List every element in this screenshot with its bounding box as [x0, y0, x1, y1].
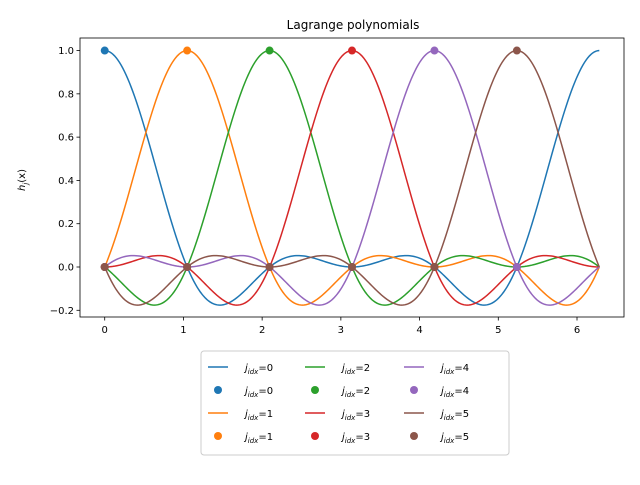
series-point-5-5	[512, 46, 521, 55]
x-tick-label: 2	[259, 325, 265, 336]
x-tick-label: 0	[102, 325, 108, 336]
legend-label: jidx=0	[243, 363, 273, 376]
y-axis-label-sub: j	[22, 183, 30, 186]
legend-label: jidx=5	[439, 432, 469, 445]
legend-marker-swatch	[214, 386, 222, 394]
chart-title: Lagrange polynomials	[287, 18, 420, 32]
y-tick-label: 0.2	[58, 219, 74, 230]
x-tick-label: 5	[495, 325, 501, 336]
legend-marker-swatch	[311, 386, 319, 394]
legend-label: jidx=0	[243, 386, 273, 399]
x-tick-label: 4	[416, 325, 422, 336]
y-axis-label-main: h	[17, 185, 28, 191]
series-point-4-4	[430, 46, 439, 55]
y-tick-label: −0.2	[50, 306, 74, 317]
y-axis-label: hj(x)	[17, 169, 30, 191]
legend-label: jidx=4	[439, 386, 469, 399]
legend-label: jidx=1	[243, 432, 273, 445]
y-tick-label: 0.4	[58, 176, 74, 187]
legend-marker-swatch	[311, 432, 319, 440]
series-point-5-1	[183, 263, 192, 272]
legend: jidx=0 jidx=0 jidx=1 jidx=1 jidx=2 jidx=2 jidx…	[200, 350, 510, 456]
legend-box	[200, 350, 510, 456]
y-tick-label: 1.0	[58, 46, 74, 57]
series-point-1-1	[183, 46, 192, 55]
series-point-5-4	[430, 263, 439, 272]
series-point-3-3	[348, 46, 357, 55]
legend-label: jidx=5	[439, 409, 469, 422]
series-point-5-2	[265, 263, 274, 272]
legend-marker-swatch	[410, 432, 418, 440]
legend-label: jidx=4	[439, 363, 469, 376]
legend-label: jidx=1	[243, 409, 273, 422]
legend-label: jidx=3	[340, 432, 370, 445]
series-point-2-2	[265, 46, 274, 55]
legend-marker-swatch	[410, 386, 418, 394]
y-axis-label-tail: (x)	[17, 169, 28, 183]
y-tick-label: 0.6	[58, 133, 74, 144]
series-point-0-0	[100, 46, 109, 55]
legend-marker-swatch	[214, 432, 222, 440]
y-tick-label: 0.8	[58, 89, 74, 100]
series-point-5-0	[100, 263, 109, 272]
plot-area	[100, 46, 600, 306]
series-point-5-3	[348, 263, 357, 272]
series-point-4-5	[512, 263, 521, 272]
legend-label: jidx=2	[340, 363, 370, 376]
x-tick-label: 1	[180, 325, 186, 336]
x-tick-label: 3	[338, 325, 344, 336]
x-tick-label: 6	[574, 325, 580, 336]
legend-label: jidx=3	[340, 409, 370, 422]
axes-frame	[79, 37, 625, 318]
legend-label: jidx=2	[340, 386, 370, 399]
y-tick-label: 0.0	[58, 263, 74, 274]
axes: 0 1 2 3 4 5 6 −0.2 0.0 0.2 0.4 0.6 0.8 1.0	[50, 37, 625, 336]
